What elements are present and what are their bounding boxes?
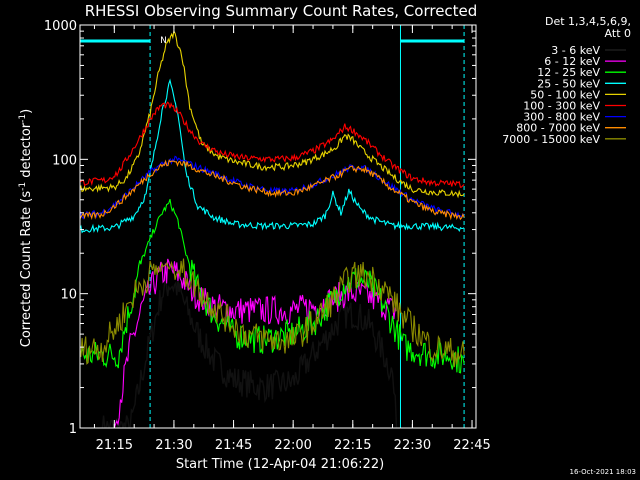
x-tick-label: 22:15 [334, 438, 371, 453]
series-line-7 [80, 159, 465, 221]
y-tick-label: 10 [60, 288, 77, 303]
legend-label: 300 - 800 keV [523, 111, 600, 124]
timestamp: 16-Oct-2021 18:03 [570, 468, 636, 476]
chart-title: RHESSI Observing Summary Count Rates, Co… [85, 2, 478, 20]
y-axis-label-mid: detector [19, 122, 34, 182]
series-line-2 [80, 198, 465, 374]
plot-area: N 1 10 100 1000 21:15 21:30 21:45 22:00 22:15 22:3… [44, 19, 491, 453]
x-tick-label: 22:45 [453, 438, 490, 453]
series-line-0 [101, 276, 398, 428]
x-tick-label: 21:15 [96, 438, 133, 453]
legend-label: 50 - 100 keV [530, 88, 600, 101]
flag-label: N [160, 36, 167, 46]
legend-header-line2: Att 0 [605, 27, 631, 40]
y-axis-label-exp2: -1 [18, 114, 28, 123]
legend-label: 25 - 50 keV [537, 77, 600, 90]
y-axis-label: Corrected Count Rate (s-1 detector-1) [18, 109, 34, 347]
legend-label: 12 - 25 keV [537, 66, 600, 79]
y-axis-label-end: ) [19, 109, 34, 114]
plot-frame [79, 24, 477, 429]
legend-label: 800 - 7000 keV [516, 122, 600, 135]
series-line-3 [80, 78, 465, 234]
y-tick-label: 1 [69, 422, 77, 437]
legend-label: 100 - 300 keV [523, 100, 600, 113]
legend-label: 7000 - 15000 keV [502, 133, 600, 146]
series-line-8 [80, 258, 465, 368]
x-tick-label: 21:45 [215, 438, 252, 453]
x-axis-label: Start Time (12-Apr-04 21:06:22) [176, 457, 384, 472]
legend-header-line1: Det 1,3,4,5,6,9, [545, 15, 631, 28]
legend-label: 3 - 6 keV [551, 44, 600, 57]
y-axis-label-text: Corrected Count Rate (s [19, 191, 34, 348]
y-tick-label: 100 [52, 153, 77, 168]
legend-label: 6 - 12 keV [544, 55, 600, 68]
y-axis-label-exp1: -1 [18, 182, 28, 191]
x-tick-label: 22:00 [274, 438, 311, 453]
x-tick-label: 21:30 [155, 438, 192, 453]
y-tick-label: 1000 [44, 19, 77, 34]
series-line-4 [80, 29, 465, 199]
series-line-5 [80, 101, 465, 188]
series-line-1 [113, 258, 397, 428]
x-tick-label: 22:30 [394, 438, 431, 453]
